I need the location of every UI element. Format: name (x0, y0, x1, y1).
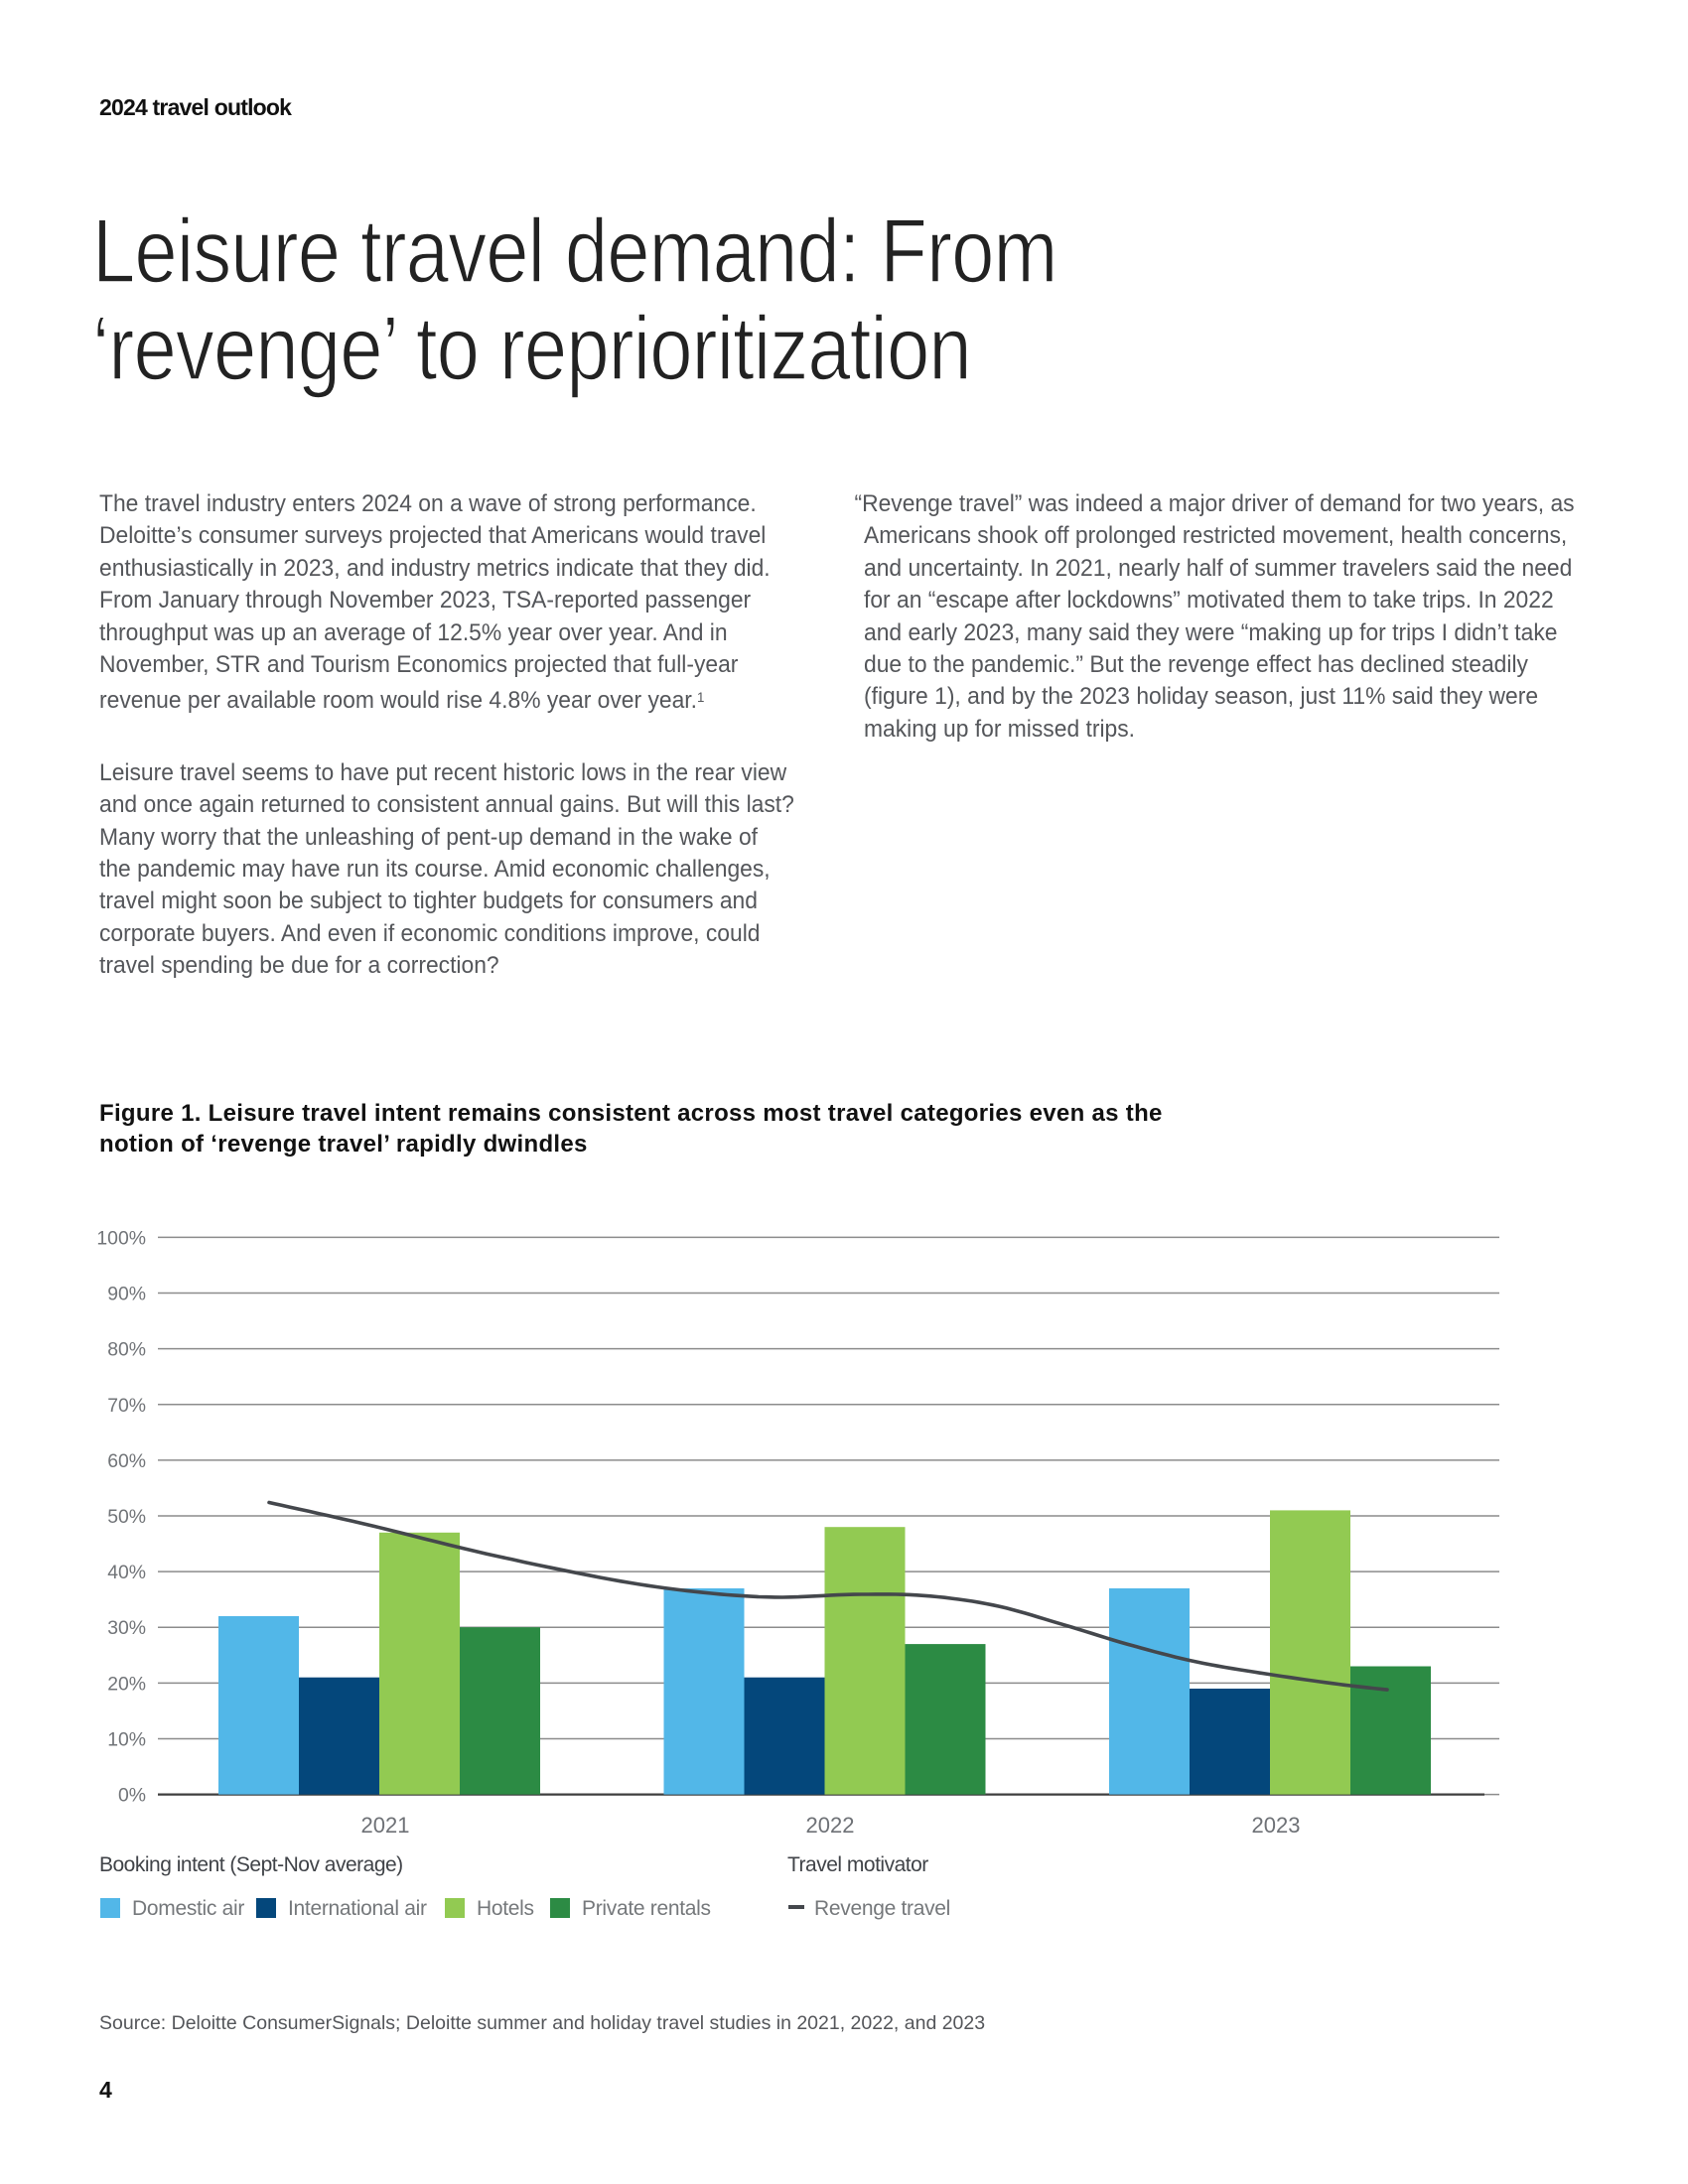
svg-text:60%: 60% (107, 1450, 146, 1472)
svg-text:20%: 20% (107, 1673, 146, 1695)
svg-text:2021: 2021 (361, 1813, 410, 1838)
svg-text:2022: 2022 (806, 1813, 855, 1838)
svg-text:90%: 90% (107, 1284, 146, 1305)
svg-text:10%: 10% (107, 1729, 146, 1751)
svg-text:40%: 40% (107, 1562, 146, 1583)
svg-text:100%: 100% (96, 1227, 146, 1249)
svg-text:0%: 0% (118, 1785, 146, 1807)
svg-text:70%: 70% (107, 1395, 146, 1417)
svg-text:50%: 50% (107, 1506, 146, 1528)
svg-text:30%: 30% (107, 1617, 146, 1639)
svg-text:80%: 80% (107, 1339, 146, 1361)
svg-text:2023: 2023 (1252, 1813, 1301, 1838)
